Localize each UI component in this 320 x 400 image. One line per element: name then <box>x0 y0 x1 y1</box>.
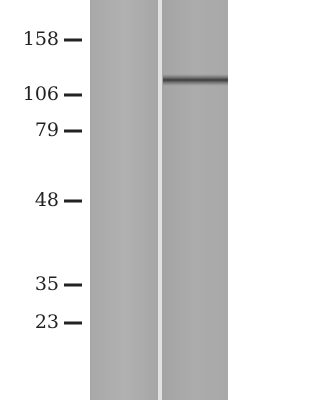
marker-label: 35 <box>35 273 59 295</box>
lane-separator <box>158 0 162 400</box>
marker-dash <box>64 93 82 97</box>
marker-dash <box>64 38 82 42</box>
marker-label: 158 <box>23 28 59 50</box>
marker-ladder: 158 106 79 48 35 23 <box>23 28 82 333</box>
marker-dash <box>64 129 82 133</box>
marker-label: 106 <box>23 83 59 105</box>
marker-label: 48 <box>35 189 59 211</box>
blot-image: 158 106 79 48 35 23 <box>23 0 228 400</box>
protein-band <box>163 74 228 86</box>
lane <box>162 0 228 400</box>
marker-dash <box>64 321 82 325</box>
marker-dash <box>64 283 82 287</box>
lane <box>92 0 158 400</box>
marker-dash <box>64 199 82 203</box>
marker-label: 23 <box>35 311 59 333</box>
marker-label: 79 <box>35 119 59 141</box>
